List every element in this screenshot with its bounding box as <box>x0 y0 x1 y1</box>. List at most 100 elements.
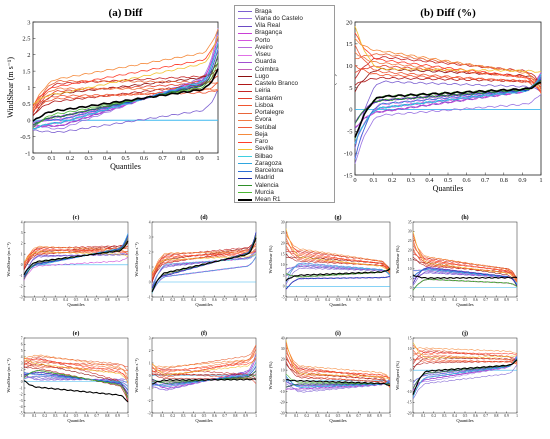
series-line <box>151 256 257 293</box>
x-axis-label: Quantiles <box>329 302 346 307</box>
legend-entry: Zaragoza <box>238 160 282 168</box>
legend-entry: Porto <box>238 37 270 45</box>
legend-entry: Bilbao <box>238 153 273 161</box>
legend-entry: Leiria <box>238 87 270 95</box>
x-tick-label: 0.1 <box>294 298 299 302</box>
y-axis-label: WindShear (m s⁻¹) <box>6 57 15 118</box>
legend-swatch <box>238 47 252 49</box>
legend-swatch <box>238 18 252 20</box>
x-tick-label: 0.7 <box>158 155 167 162</box>
legend-entry: Mean R1 <box>238 196 281 204</box>
y-tick-label: -1 <box>148 295 151 299</box>
x-tick-label: 0.7 <box>484 298 489 302</box>
series-line <box>151 253 257 292</box>
y-tick-label: 3 <box>149 336 151 340</box>
series-line <box>285 375 391 388</box>
y-tick-label: 0 <box>21 263 23 267</box>
series-line <box>151 251 257 289</box>
x-tick-label: 0.7 <box>357 298 362 302</box>
y-tick-label: -15 <box>407 401 412 405</box>
legend-entry: Coimbra <box>238 66 279 74</box>
y-tick-label: 4 <box>21 355 23 359</box>
legend-swatch <box>238 76 252 78</box>
legend-swatch <box>238 163 252 165</box>
y-tick-label: 0 <box>283 379 285 383</box>
x-tick-label: 0.3 <box>181 298 186 302</box>
legend-swatch <box>238 98 252 99</box>
x-tick-label: 0.3 <box>442 298 447 302</box>
series-line <box>354 51 542 93</box>
legend-label: Zaragoza <box>255 159 282 167</box>
y-tick-label: 1 <box>21 252 23 256</box>
legend-entry: Vila Real <box>238 22 280 30</box>
x-tick-label: 0.9 <box>243 414 248 418</box>
x-tick-label: 0.5 <box>336 298 341 302</box>
y-tick-label: -20 <box>407 411 412 415</box>
x-tick-label: 0.4 <box>425 177 434 184</box>
x-tick-label: 0.3 <box>315 414 320 418</box>
y-tick-label: 10 <box>281 368 285 372</box>
x-axis-label: Quantiles <box>195 418 212 423</box>
series-line <box>412 354 518 385</box>
series-line <box>285 382 391 388</box>
y-tick-label: 4 <box>21 220 23 224</box>
plot-frame <box>23 337 129 414</box>
y-axis-label: WindShear (%) <box>395 245 400 273</box>
series-line <box>151 232 257 289</box>
x-tick-label: 0.1 <box>160 414 165 418</box>
x-tick-label: 0.4 <box>325 414 330 418</box>
legend-label: Castelo Branco <box>255 80 299 87</box>
y-axis-label: WindShear (m s⁻¹) <box>134 242 139 277</box>
x-tick-label: 0.9 <box>504 414 509 418</box>
series-line <box>32 68 219 122</box>
y-tick-label: 10 <box>408 267 412 271</box>
legend-entry: Viana do Castelo <box>238 15 303 23</box>
legend-label: Murcia <box>255 188 274 196</box>
series-line <box>32 49 219 123</box>
series-line <box>354 76 542 158</box>
legend-label: Viana do Castelo <box>255 14 303 22</box>
x-tick-label: 0.7 <box>481 177 490 184</box>
series-line <box>23 356 129 384</box>
x-tick-label: 0.1 <box>421 298 426 302</box>
series-line <box>151 243 257 281</box>
x-tick-label: 0.5 <box>463 414 468 418</box>
legend-swatch <box>238 127 252 128</box>
y-tick-label: -10 <box>407 390 412 394</box>
legend-swatch <box>238 32 252 34</box>
series-line <box>354 38 542 94</box>
legend-swatch <box>238 69 252 70</box>
series-line <box>412 233 518 283</box>
x-tick-label: 0.6 <box>463 177 472 184</box>
y-tick-label: 20 <box>346 19 353 26</box>
series-line <box>23 372 129 391</box>
x-tick-label: 0 <box>31 155 34 162</box>
legend-swatch <box>238 192 252 194</box>
series-line <box>151 256 257 294</box>
y-tick-label: -5 <box>347 129 352 136</box>
series-line <box>32 28 219 108</box>
x-axis-label: Quantiles <box>456 418 473 423</box>
legend-swatch <box>238 25 252 27</box>
legend-swatch <box>238 156 252 157</box>
x-tick-label: 0.2 <box>432 298 437 302</box>
chart-panel-a: 0 0.1 0.2 0.3 0.4 0.5 0.6 0.7 0.8 0.9 1 -1 -0.5 0 0.5 1… <box>6 7 220 171</box>
series-line <box>412 231 518 284</box>
series-line <box>354 94 542 164</box>
series-line <box>412 236 518 282</box>
y-tick-label: 2 <box>27 52 30 59</box>
x-tick-label: 1 <box>539 177 542 184</box>
series-line <box>285 262 391 283</box>
x-tick-label: 0.1 <box>421 414 426 418</box>
x-tick-label: 0.3 <box>181 414 186 418</box>
series-line <box>151 248 257 287</box>
y-tick-label: 0 <box>410 368 412 372</box>
y-tick-label: 25 <box>281 231 285 235</box>
chart-panel-h: 0 0.1 0.2 0.3 0.4 0.5 0.6 0.7 0.8 0.9 1-5051015202… <box>395 214 518 307</box>
y-tick-label: -1 <box>25 150 30 157</box>
chart-title: (h) <box>461 214 468 221</box>
y-tick-label: 0.5 <box>22 101 30 108</box>
x-tick-label: 0.8 <box>494 298 499 302</box>
series-line <box>412 359 518 395</box>
series-line <box>412 355 518 391</box>
